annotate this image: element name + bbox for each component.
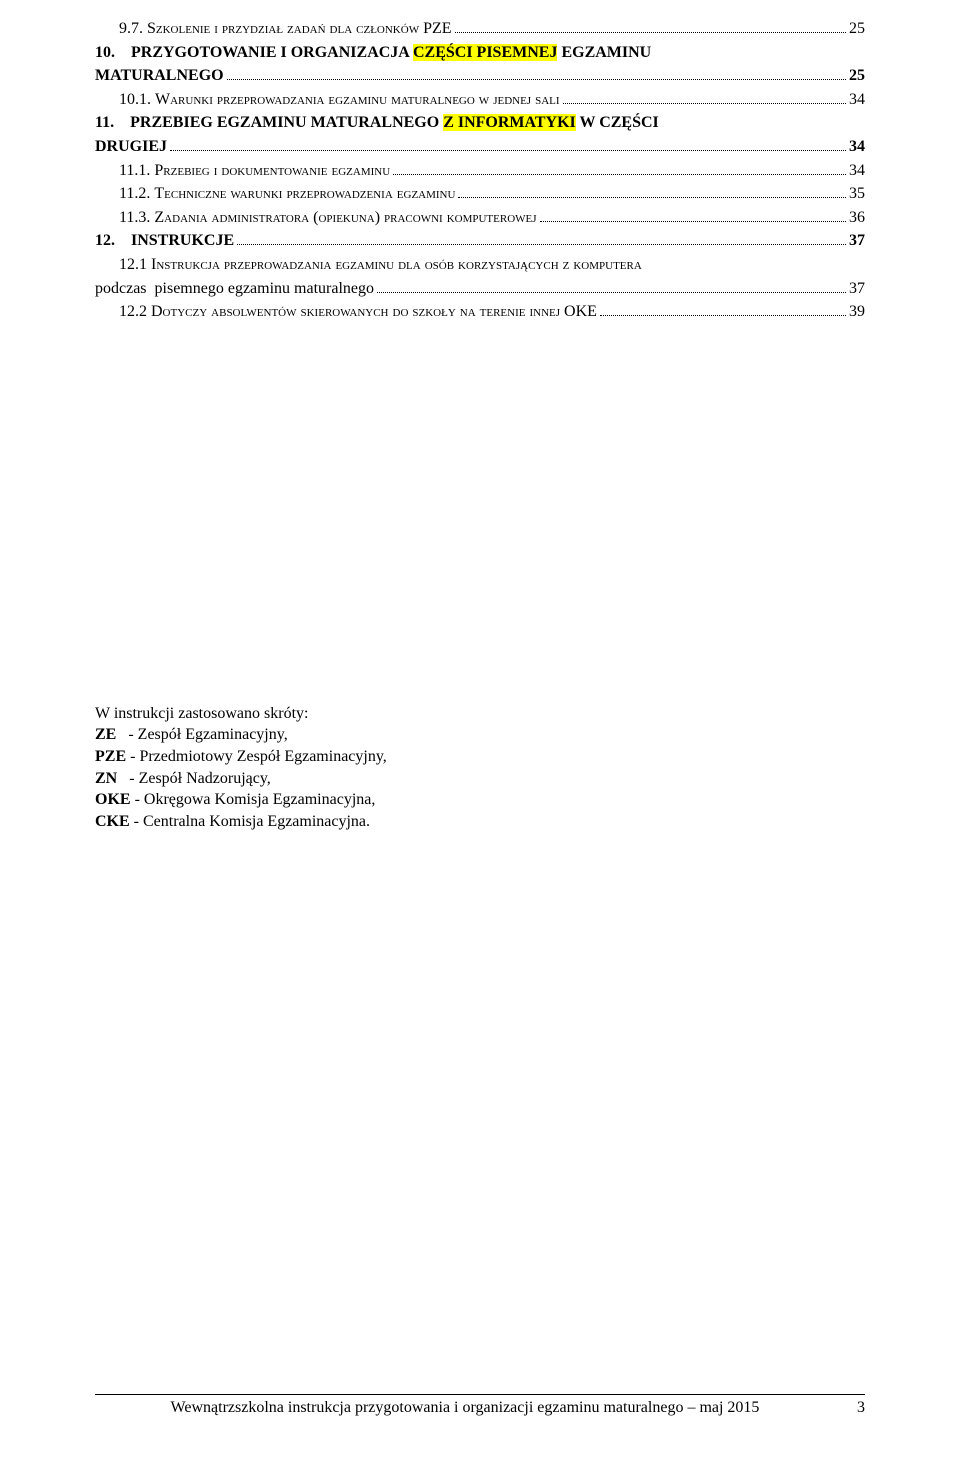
page-footer: Wewnątrzszkolna instrukcja przygotowania… <box>95 1394 865 1417</box>
toc-page: 37 <box>849 278 865 300</box>
footer-rule <box>95 1394 865 1395</box>
toc-entry: 11. PRZEBIEG EGZAMINU MATURALNEGO Z INFO… <box>95 112 865 157</box>
toc-text: 12.1 Instrukcja przeprowadzania egzaminu… <box>119 254 642 276</box>
toc-text: 11. PRZEBIEG EGZAMINU MATURALNEGO Z INFO… <box>95 112 659 134</box>
toc-entry: 10.1. Warunki przeprowadzania egzaminu m… <box>95 89 865 111</box>
highlight: Z INFORMATYKI <box>443 114 576 131</box>
highlight: CZĘŚCI PISEMNEJ <box>413 44 557 61</box>
toc-text: 9.7. Szkolenie i przydział zadań dla czł… <box>119 18 452 40</box>
toc-leader <box>170 138 846 151</box>
toc-page: 25 <box>849 65 865 87</box>
toc-entry: 9.7. Szkolenie i przydział zadań dla czł… <box>95 18 865 40</box>
footer-text: Wewnątrzszkolna instrukcja przygotowania… <box>95 1399 835 1417</box>
abbrev-item: ZE - Zespół Egzaminacyjny, <box>95 724 865 746</box>
toc-entry: 11.2. Techniczne warunki przeprowadzenia… <box>95 183 865 205</box>
toc-text: 10. PRZYGOTOWANIE I ORGANIZACJA CZĘŚCI P… <box>95 42 651 64</box>
toc-leader <box>540 209 846 222</box>
toc-leader <box>377 280 846 293</box>
toc-entry: 10. PRZYGOTOWANIE I ORGANIZACJA CZĘŚCI P… <box>95 42 865 87</box>
footer-page-number: 3 <box>835 1399 865 1417</box>
abbrev-item: CKE - Centralna Komisja Egzaminacyjna. <box>95 811 865 833</box>
toc-text: 12.2 Dotyczy absolwentów skierowanych do… <box>119 301 597 323</box>
toc-entry: 12. INSTRUKCJE 37 <box>95 230 865 252</box>
toc-page: 34 <box>849 160 865 182</box>
toc-leader <box>237 233 846 246</box>
abbrev-heading: W instrukcji zastosowano skróty: <box>95 703 865 725</box>
toc-text: 11.3. Zadania administratora (opiekuna) … <box>119 207 537 229</box>
toc-page: 37 <box>849 230 865 252</box>
toc-text-line2: podczas pisemnego egzaminu maturalnego <box>95 278 374 300</box>
toc-page: 34 <box>849 136 865 158</box>
toc-entry: 11.3. Zadania administratora (opiekuna) … <box>95 207 865 229</box>
abbrev-item: ZN - Zespół Nadzorujący, <box>95 768 865 790</box>
toc-entry: 11.1. Przebieg i dokumentowanie egzaminu… <box>95 160 865 182</box>
abbreviations: W instrukcji zastosowano skróty: ZE - Ze… <box>95 703 865 833</box>
toc-page: 34 <box>849 89 865 111</box>
toc-entry: 12.2 Dotyczy absolwentów skierowanych do… <box>95 301 865 323</box>
toc-page: 36 <box>849 207 865 229</box>
toc-leader <box>458 185 846 198</box>
toc-leader <box>227 67 846 80</box>
abbrev-item: PZE - Przedmiotowy Zespół Egzaminacyjny, <box>95 746 865 768</box>
toc-page: 25 <box>849 18 865 40</box>
toc-leader <box>563 91 846 104</box>
toc-page: 35 <box>849 183 865 205</box>
toc-text-line2: DRUGIEJ <box>95 136 167 158</box>
toc-text: 12. INSTRUKCJE <box>95 230 234 252</box>
abbrev-item: OKE - Okręgowa Komisja Egzaminacyjna, <box>95 789 865 811</box>
toc-text: 10.1. Warunki przeprowadzania egzaminu m… <box>119 89 560 111</box>
toc-entry: 12.1 Instrukcja przeprowadzania egzaminu… <box>95 254 865 299</box>
toc-leader <box>455 20 846 33</box>
toc-text: 11.1. Przebieg i dokumentowanie egzaminu <box>119 160 390 182</box>
toc-page: 39 <box>849 301 865 323</box>
toc-leader <box>600 303 846 316</box>
toc-text: 11.2. Techniczne warunki przeprowadzenia… <box>119 183 455 205</box>
toc-text-line2: MATURALNEGO <box>95 65 224 87</box>
toc-leader <box>393 162 846 175</box>
